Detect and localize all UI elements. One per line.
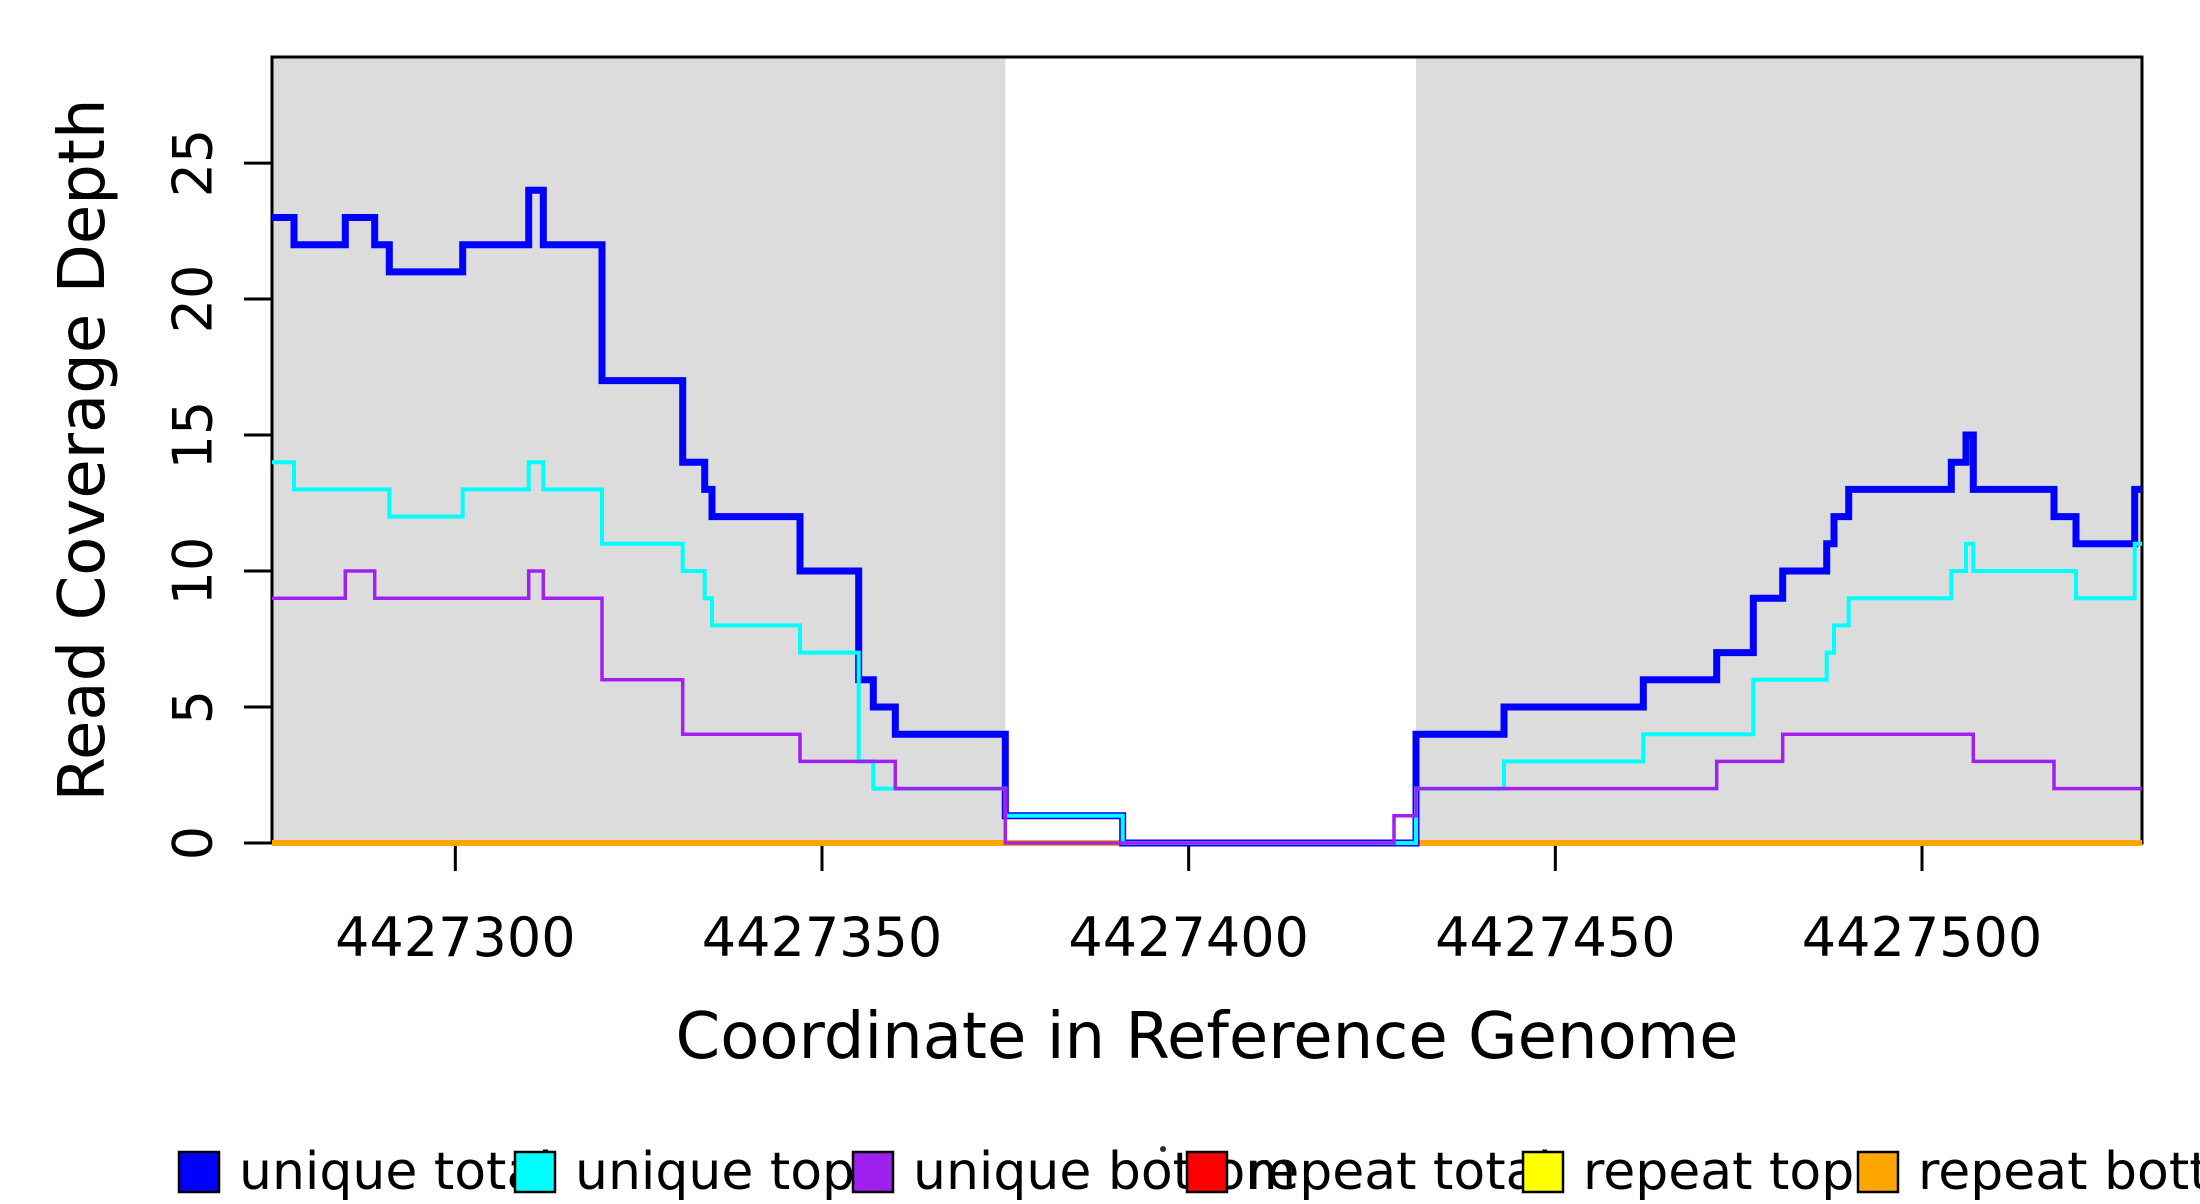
x-tick-label: 4427300 [335,906,576,969]
legend-label-repeat-total: repeat total [1247,1142,1552,1200]
legend-swatch-repeat-bottom [1856,1150,1900,1194]
legend-label-unique-total: unique total [239,1142,553,1200]
y-tick-label: 0 [162,826,225,860]
y-axis-title: Read Coverage Depth [46,98,120,801]
legend-swatch-repeat-total [1185,1150,1229,1194]
x-tick-label: 4427400 [1068,906,1309,969]
legend-swatch-unique-total [177,1150,221,1194]
series-unique-top-line [272,460,2142,845]
x-tick-label: 4427500 [1802,906,2043,969]
legend-swatch-unique-top [513,1150,557,1194]
legend-label-repeat-top: repeat top [1583,1142,1854,1200]
legend-swatch-unique-bottom [851,1150,895,1194]
y-tick-label: 20 [162,265,225,334]
stray-dot [1160,1146,1166,1152]
x-axis-title: Coordinate in Reference Genome [676,1000,1739,1074]
y-tick-label: 15 [162,401,225,470]
shaded-region-1 [272,57,1006,843]
x-tick-label: 4427350 [702,906,943,969]
y-tick-label: 5 [162,690,225,724]
legend-swatch-repeat-top [1521,1150,1565,1194]
x-tick-label: 4427450 [1435,906,1676,969]
y-tick-label: 25 [162,129,225,198]
legend-label-unique-top: unique top [575,1142,855,1200]
legend-label-repeat-bottom: repeat bottom [1918,1142,2200,1200]
series-unique-bottom-line [272,569,2142,845]
legend-label-unique-bottom: unique bottom [913,1142,1296,1200]
shaded-region-2 [1416,57,2142,843]
y-tick-label: 10 [162,537,225,606]
